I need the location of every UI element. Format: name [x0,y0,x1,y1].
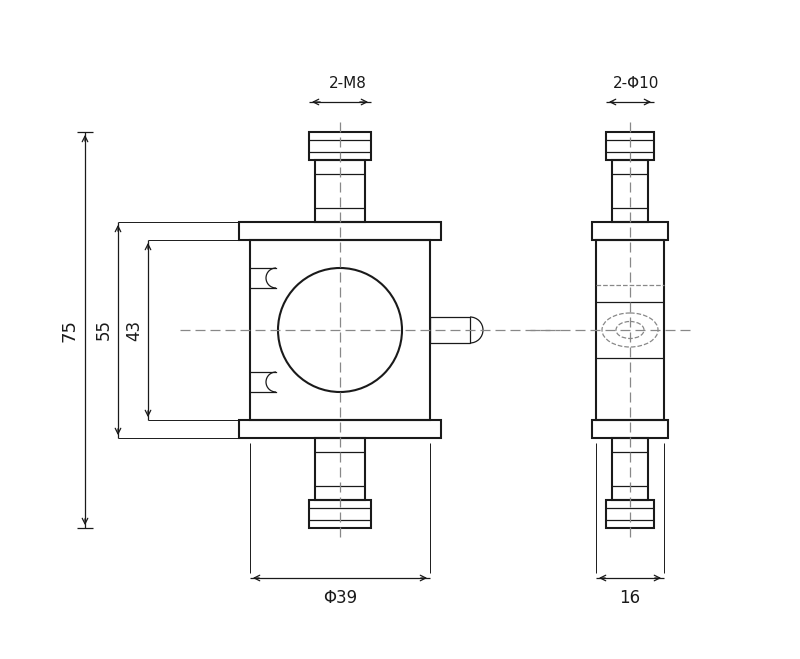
Bar [309,132,371,160]
Bar [612,438,648,500]
Text: 2-Φ10: 2-Φ10 [613,76,659,92]
Bar [592,222,668,240]
Bar [309,500,371,528]
Bar [250,240,430,420]
Text: 75: 75 [60,318,78,341]
Bar [239,222,441,240]
Bar [315,438,365,500]
Bar [592,420,668,438]
Text: 16: 16 [619,589,641,607]
Bar [612,160,648,222]
Text: 2-M8: 2-M8 [329,76,367,92]
Text: 43: 43 [125,320,143,341]
Bar [606,500,654,528]
Text: 55: 55 [95,320,113,341]
Text: Φ39: Φ39 [323,589,357,607]
Bar [315,160,365,222]
Bar [606,132,654,160]
Bar [430,317,470,343]
Bar [239,420,441,438]
Bar [596,240,664,420]
